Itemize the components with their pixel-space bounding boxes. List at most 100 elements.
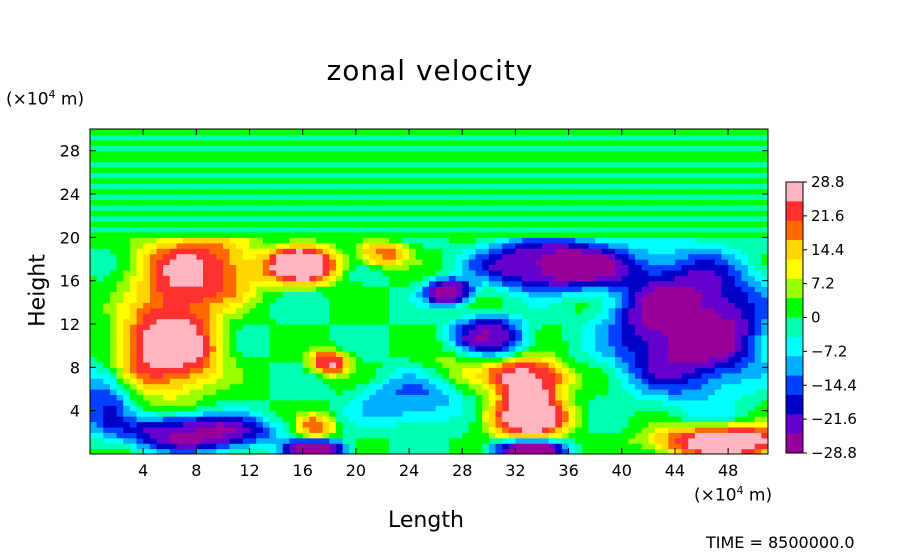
heatmap-cell bbox=[601, 199, 610, 206]
heatmap-cell bbox=[262, 188, 271, 195]
heatmap-cell bbox=[429, 275, 437, 282]
heatmap-cell bbox=[714, 367, 723, 374]
heatmap-cell bbox=[242, 210, 251, 217]
heatmap-cell bbox=[429, 318, 437, 325]
heatmap-cell bbox=[761, 443, 768, 450]
heatmap-cell bbox=[342, 221, 350, 228]
heatmap-cell bbox=[109, 318, 118, 325]
heatmap-cell bbox=[542, 286, 550, 293]
heatmap-cell bbox=[123, 361, 131, 368]
heatmap-cell bbox=[681, 194, 689, 201]
heatmap-cell bbox=[581, 410, 590, 417]
heatmap-cell bbox=[741, 416, 749, 423]
heatmap-cell bbox=[369, 367, 377, 374]
heatmap-cell bbox=[488, 378, 497, 385]
heatmap-cell bbox=[256, 215, 264, 222]
heatmap-cell bbox=[728, 259, 736, 266]
heatmap-cell bbox=[322, 221, 330, 228]
heatmap-cell bbox=[355, 389, 364, 396]
heatmap-cell bbox=[615, 286, 623, 293]
heatmap-cell bbox=[422, 378, 430, 385]
heatmap-cell bbox=[302, 443, 310, 450]
heatmap-cell bbox=[721, 313, 729, 320]
heatmap-cell bbox=[615, 448, 623, 454]
heatmap-cell bbox=[608, 296, 616, 303]
heatmap-cell bbox=[229, 448, 237, 454]
heatmap-cell bbox=[581, 378, 590, 385]
heatmap-cell bbox=[448, 324, 457, 331]
heatmap-cell bbox=[163, 367, 171, 374]
heatmap-cell bbox=[568, 421, 576, 428]
heatmap-cell bbox=[309, 334, 317, 341]
heatmap-cell bbox=[236, 394, 244, 401]
heatmap-cell bbox=[448, 242, 457, 249]
heatmap-cell bbox=[714, 448, 723, 454]
heatmap-cell bbox=[256, 210, 264, 217]
heatmap-cell bbox=[349, 231, 357, 238]
heatmap-cell bbox=[196, 242, 204, 249]
heatmap-cell bbox=[528, 286, 536, 293]
heatmap-cell bbox=[282, 394, 291, 401]
heatmap-cell bbox=[302, 248, 310, 255]
heatmap-cell bbox=[581, 372, 590, 379]
heatmap-cell bbox=[635, 443, 643, 450]
heatmap-cell bbox=[754, 253, 762, 260]
heatmap-cell bbox=[688, 259, 696, 266]
heatmap-cell bbox=[163, 199, 171, 206]
heatmap-cell bbox=[143, 313, 151, 320]
heatmap-cell bbox=[316, 259, 324, 266]
heatmap-cell bbox=[143, 242, 151, 249]
heatmap-cell bbox=[242, 318, 251, 325]
heatmap-cell bbox=[601, 389, 610, 396]
heatmap-cell bbox=[655, 399, 663, 406]
heatmap-cell bbox=[615, 340, 623, 347]
heatmap-cell bbox=[329, 280, 337, 287]
heatmap-cell bbox=[528, 329, 536, 336]
heatmap-cell bbox=[648, 378, 656, 385]
heatmap-cell bbox=[289, 264, 297, 271]
heatmap-cell bbox=[635, 291, 643, 298]
heatmap-cell bbox=[508, 269, 517, 276]
heatmap-cell bbox=[409, 280, 417, 287]
heatmap-cell bbox=[661, 302, 669, 309]
heatmap-cell bbox=[183, 351, 191, 358]
heatmap-cell bbox=[635, 324, 643, 331]
heatmap-cell bbox=[316, 324, 324, 331]
heatmap-cell bbox=[355, 372, 364, 379]
heatmap-cell bbox=[242, 199, 251, 206]
heatmap-cell bbox=[402, 383, 410, 390]
heatmap-cell bbox=[129, 351, 138, 358]
heatmap-cell bbox=[156, 275, 164, 282]
heatmap-cell bbox=[136, 286, 144, 293]
heatmap-cell bbox=[468, 448, 477, 454]
heatmap-cell bbox=[422, 345, 430, 352]
heatmap-cell bbox=[741, 437, 749, 444]
heatmap-cell bbox=[422, 361, 430, 368]
heatmap-cell bbox=[222, 199, 231, 206]
heatmap-cell bbox=[708, 416, 716, 423]
heatmap-cell bbox=[601, 448, 610, 454]
heatmap-cell bbox=[116, 361, 124, 368]
heatmap-cell bbox=[674, 399, 683, 406]
heatmap-cell bbox=[389, 421, 397, 428]
heatmap-cell bbox=[555, 389, 563, 396]
heatmap-cell bbox=[189, 367, 197, 374]
heatmap-cell bbox=[522, 204, 530, 211]
heatmap-cell bbox=[242, 416, 251, 423]
heatmap-cell bbox=[761, 421, 768, 428]
heatmap-cell bbox=[681, 296, 689, 303]
heatmap-cell bbox=[528, 204, 536, 211]
heatmap-cell bbox=[561, 226, 570, 233]
heatmap-cell bbox=[488, 264, 497, 271]
heatmap-cell bbox=[561, 264, 570, 271]
heatmap-cell bbox=[276, 372, 284, 379]
heatmap-cell bbox=[502, 248, 510, 255]
heatmap-cell bbox=[761, 275, 768, 282]
heatmap-cell bbox=[668, 389, 676, 396]
heatmap-cell bbox=[183, 416, 191, 423]
heatmap-cell bbox=[203, 264, 211, 271]
heatmap-cell bbox=[721, 296, 729, 303]
heatmap-cell bbox=[355, 199, 364, 206]
heatmap-cell bbox=[209, 437, 217, 444]
heatmap-cell bbox=[355, 318, 364, 325]
